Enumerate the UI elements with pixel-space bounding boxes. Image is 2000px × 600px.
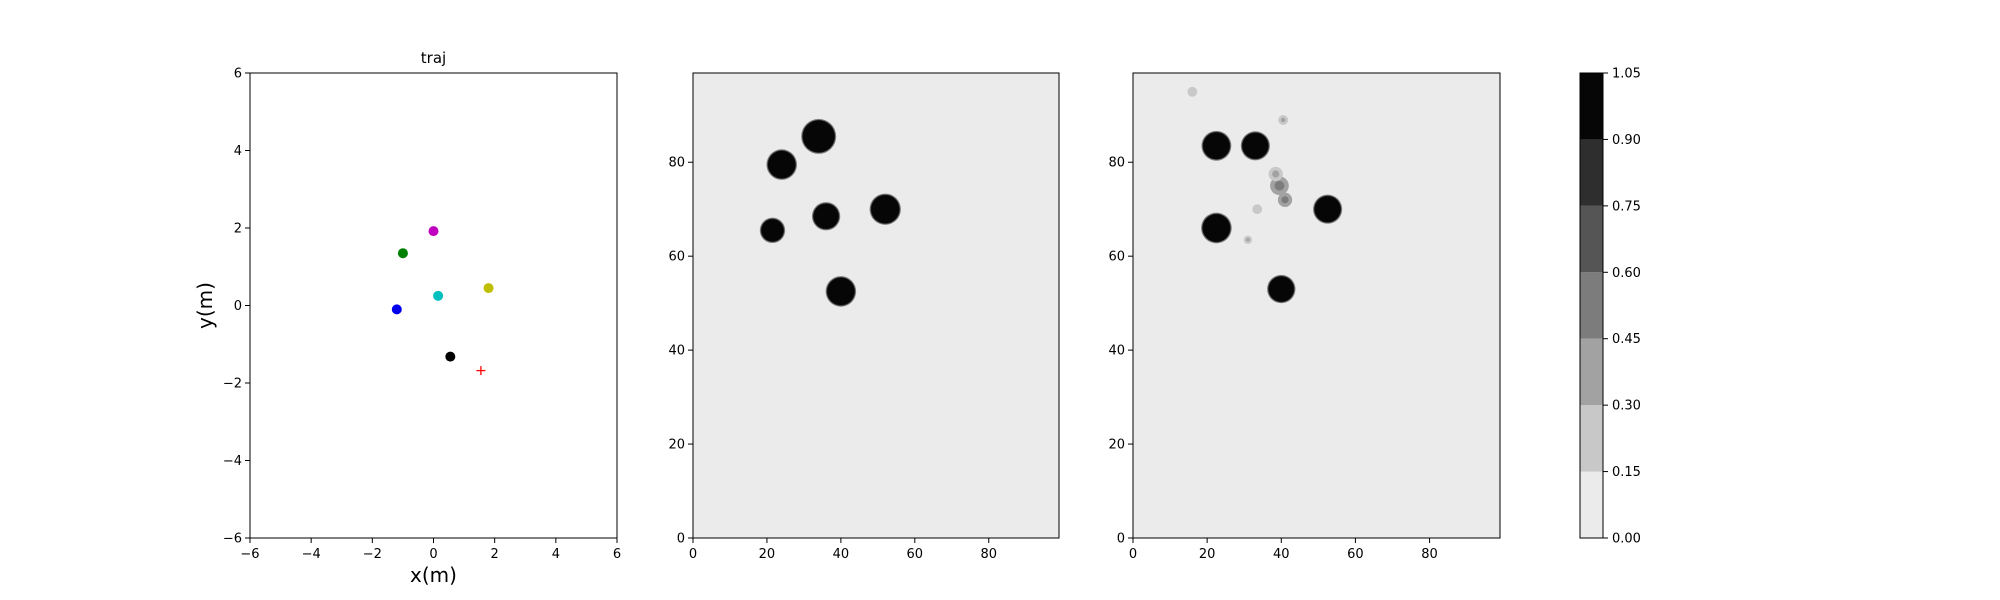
traj-points <box>391 226 494 376</box>
estimate-blob <box>1240 131 1270 161</box>
colorbar-ticks: 0.00 0.15 0.30 0.45 0.60 0.75 0.90 1.05 <box>1603 67 1641 547</box>
map-x-tick-label: 80 <box>980 547 997 562</box>
traj-y-tick-label: −6 <box>223 532 242 547</box>
estimate-y-tick-label: 20 <box>1108 438 1125 453</box>
map-y-tick-label: 20 <box>668 438 685 453</box>
estimate-x-tick-label: 60 <box>1347 547 1364 562</box>
agent-point <box>483 283 494 294</box>
estimate-plot-area <box>1133 73 1500 538</box>
estimate-x-tick-label: 80 <box>1421 547 1438 562</box>
traj-x-tick-label: −2 <box>363 547 382 562</box>
colorbar-band <box>1580 139 1603 206</box>
estimate-blob <box>1268 166 1283 182</box>
estimate-blob <box>1277 192 1293 207</box>
estimate-y-tick-label: 0 <box>1117 532 1125 547</box>
colorbar-tick-label: 0.00 <box>1612 532 1641 547</box>
colorbar: 0.00 0.15 0.30 0.45 0.60 0.75 0.90 1.05 <box>1579 67 1641 547</box>
estimate-ticks: 0 20 40 60 80 0 20 40 60 80 <box>1108 156 1437 562</box>
map-blobs <box>759 118 901 307</box>
estimate-x-tick-label: 40 <box>1273 547 1290 562</box>
map-x-tick-label: 60 <box>907 547 924 562</box>
traj-plot-frame <box>249 72 618 539</box>
estimate-blob <box>1252 204 1263 215</box>
traj-x-axis-label: x(m) <box>410 563 457 587</box>
traj-x-tick-label: −6 <box>240 547 259 562</box>
colorbar-band <box>1580 471 1603 538</box>
map-blob <box>766 149 798 180</box>
agent-point <box>391 304 402 315</box>
map-blob <box>759 217 786 244</box>
map-blob <box>869 193 901 225</box>
colorbar-tick-label: 1.05 <box>1612 67 1641 82</box>
traj-y-axis-label: y(m) <box>193 282 217 329</box>
map-x-tick-label: 20 <box>759 547 776 562</box>
estimate-blob <box>1313 194 1343 224</box>
estimate-blobs <box>1187 86 1343 304</box>
estimate-x-tick-label: 20 <box>1199 547 1216 562</box>
goal-marker <box>476 366 486 376</box>
colorbar-band <box>1580 272 1603 339</box>
map-y-tick-label: 0 <box>677 532 685 547</box>
colorbar-band <box>1580 405 1603 472</box>
estimate-x-tick-label: 0 <box>1129 547 1137 562</box>
colorbar-tick-label: 0.45 <box>1612 332 1641 347</box>
colorbar-band <box>1580 205 1603 273</box>
traj-x-tick-label: 2 <box>491 547 499 562</box>
estimate-blob <box>1187 86 1198 97</box>
colorbar-band <box>1580 73 1603 140</box>
colorbar-tick-label: 0.90 <box>1612 133 1641 148</box>
agent-point <box>445 351 456 362</box>
map-y-tick-label: 40 <box>668 344 685 359</box>
map-plot-area <box>693 73 1059 538</box>
estimate-plot-frame <box>1132 72 1501 539</box>
map-plot-frame <box>692 72 1060 539</box>
traj-plot: −6 −4 −2 0 2 4 6 −6 −4 −2 0 2 4 6 traj x(m) y(m) <box>193 49 621 587</box>
estimate-blob <box>1243 235 1253 244</box>
map-blob <box>801 118 837 154</box>
estimate-y-tick-label: 60 <box>1108 250 1125 265</box>
traj-y-tick-label: 0 <box>234 299 242 314</box>
traj-y-tick-label: −2 <box>223 377 242 392</box>
traj-title: traj <box>421 49 446 67</box>
map-blob <box>825 276 857 307</box>
map-ticks: 0 20 40 60 80 0 20 40 60 80 <box>668 156 997 562</box>
traj-y-tick-label: −4 <box>223 454 242 469</box>
agent-point <box>433 290 444 301</box>
traj-y-tick-label: 6 <box>234 67 242 82</box>
map-x-tick-label: 40 <box>833 547 850 562</box>
colorbar-tick-label: 0.75 <box>1612 199 1641 214</box>
traj-x-tick-label: −4 <box>302 547 321 562</box>
colorbar-bands <box>1580 73 1603 538</box>
traj-x-tick-label: 4 <box>552 547 560 562</box>
estimate-y-tick-label: 40 <box>1108 344 1125 359</box>
estimate-blob <box>1267 274 1296 304</box>
agent-point <box>397 248 408 259</box>
colorbar-tick-label: 0.60 <box>1612 266 1641 281</box>
map-x-tick-label: 0 <box>689 547 697 562</box>
estimate-y-tick-label: 80 <box>1108 156 1125 171</box>
colorbar-frame <box>1579 72 1604 539</box>
traj-y-tick-label: 4 <box>234 144 242 159</box>
estimate-blob <box>1278 115 1289 125</box>
traj-ticks: −6 −4 −2 0 2 4 6 −6 −4 −2 0 2 4 6 <box>223 67 621 563</box>
colorbar-tick-label: 0.15 <box>1612 465 1641 480</box>
traj-y-tick-label: 2 <box>234 222 242 237</box>
agent-point <box>428 226 439 237</box>
estimate-plot: 0 20 40 60 80 0 20 40 60 80 <box>1108 72 1501 562</box>
map-blob <box>811 202 841 231</box>
traj-plot-area <box>250 73 617 538</box>
estimate-blob <box>1201 212 1232 244</box>
traj-x-tick-label: 0 <box>429 547 437 562</box>
map-y-tick-label: 60 <box>668 250 685 265</box>
traj-x-tick-label: 6 <box>613 547 621 562</box>
map-y-tick-label: 80 <box>668 156 685 171</box>
map-plot: 0 20 40 60 80 0 20 40 60 80 <box>668 72 1060 562</box>
estimate-blob <box>1201 130 1232 161</box>
colorbar-band <box>1580 338 1603 406</box>
colorbar-tick-label: 0.30 <box>1612 399 1641 414</box>
